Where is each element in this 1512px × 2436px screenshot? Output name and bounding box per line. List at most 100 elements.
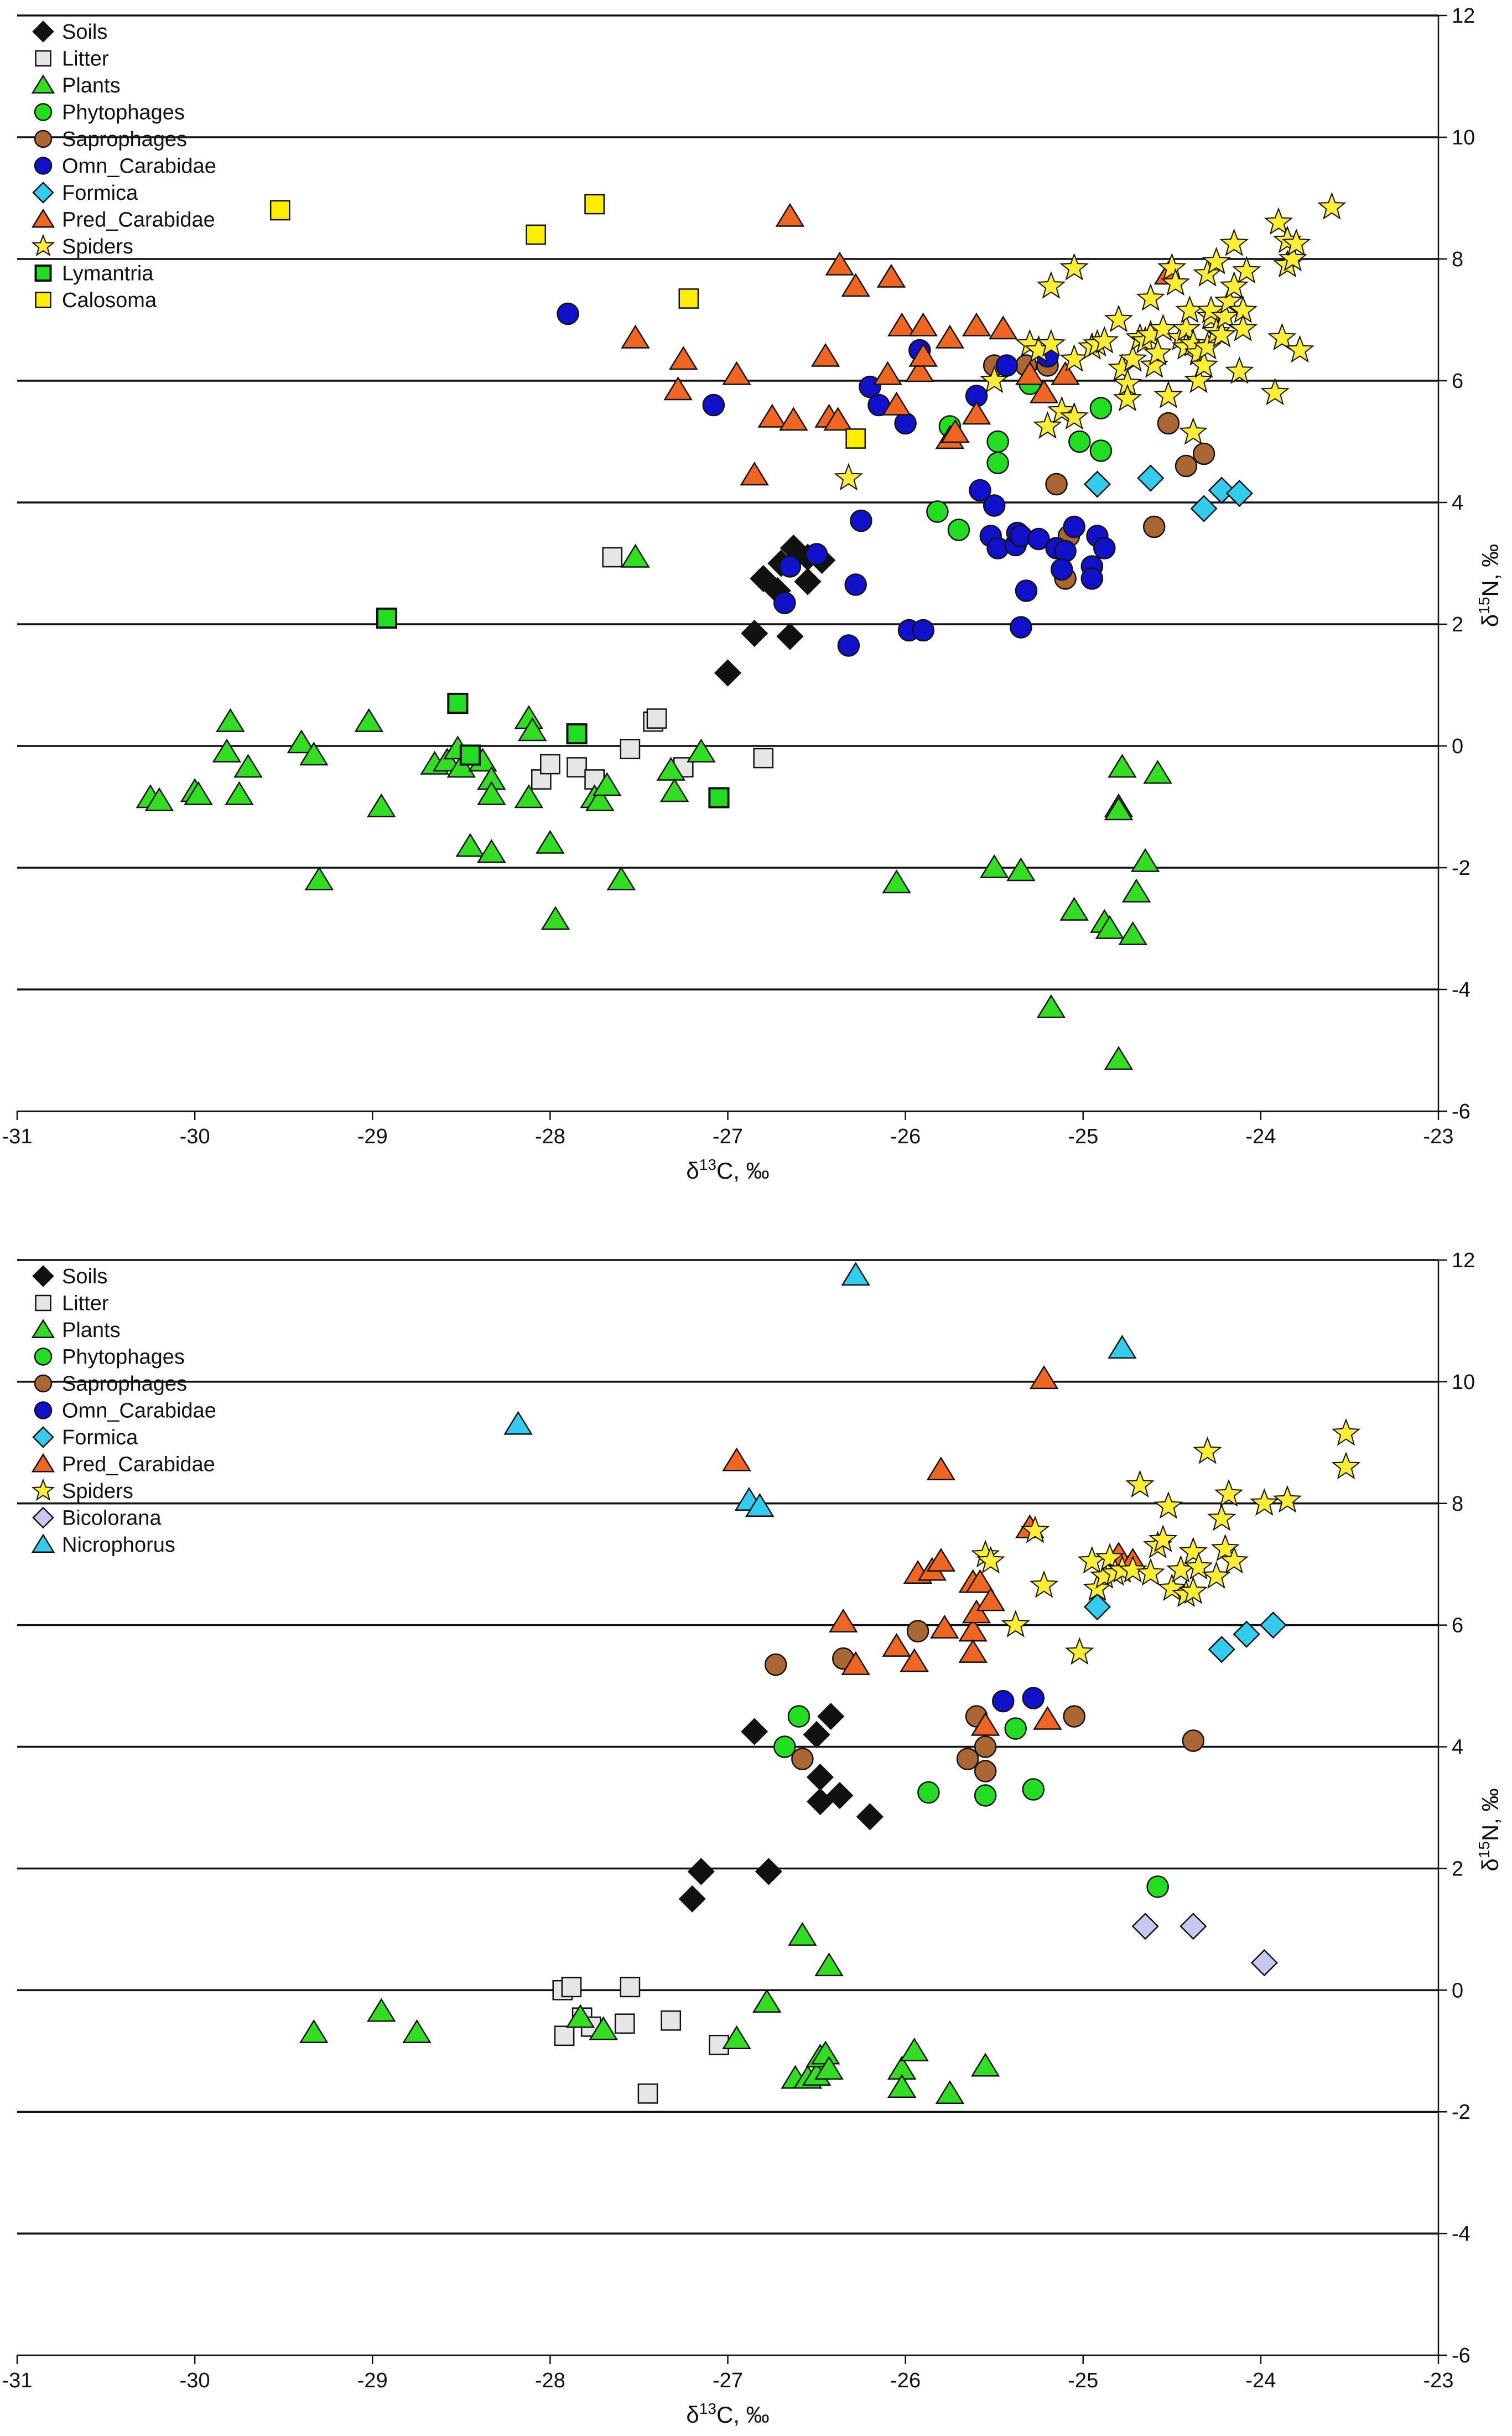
y-tick-label: -4 (1452, 2222, 1471, 2246)
data-point (1113, 383, 1142, 412)
data-point (592, 772, 622, 796)
data-point (1214, 1479, 1244, 1507)
data-point (585, 787, 615, 811)
data-point (722, 1447, 751, 1471)
data-point (882, 391, 911, 416)
data-point (1182, 1729, 1205, 1752)
data-point (225, 781, 254, 805)
data-point (376, 607, 398, 629)
chart-panel-bottom: -31 -30 -29 -28 -27 -26 -25 -24 -23 12 10 8 6 4 2 0 -2 -4… (2, 1249, 1503, 2428)
data-point (367, 793, 396, 817)
data-point (958, 1639, 988, 1663)
data-point (668, 346, 698, 370)
series-spiders (834, 191, 1347, 491)
data-point (1202, 246, 1231, 274)
y-tick-label: 12 (1452, 4, 1475, 28)
x-tick-label: -31 (2, 1125, 33, 1148)
legend-marker (31, 74, 55, 94)
data-point (1193, 1436, 1222, 1464)
data-point (620, 1977, 641, 1998)
data-point (817, 1703, 845, 1730)
data-point (1089, 439, 1113, 462)
data-point (1149, 1525, 1178, 1553)
data-point (1010, 616, 1032, 639)
data-point (663, 376, 693, 401)
data-point (614, 2013, 635, 2034)
data-point (962, 401, 991, 425)
series-formica (1083, 1593, 1287, 1663)
legend-marker (32, 1506, 54, 1529)
legend-label: Plants (62, 74, 121, 97)
data-point (477, 839, 506, 863)
legend-label: Spiders (62, 235, 133, 258)
series-lymantria (376, 607, 730, 808)
data-point (873, 361, 902, 385)
data-point (1036, 271, 1066, 299)
data-point (1281, 228, 1311, 256)
data-point (1192, 442, 1215, 465)
data-point (702, 393, 725, 417)
data-point (1093, 537, 1116, 559)
data-point (1272, 1485, 1302, 1513)
data-point (1225, 479, 1253, 507)
series-bicolorana (1131, 1912, 1278, 1977)
data-point (1184, 365, 1213, 393)
data-point (554, 2025, 575, 2046)
data-point (1059, 252, 1089, 281)
data-point (1259, 1611, 1287, 1639)
legend-marker (31, 1453, 55, 1473)
y-tick-label: -6 (1452, 2344, 1471, 2367)
data-point (941, 419, 970, 443)
data-point (1184, 1552, 1213, 1580)
data-point (656, 756, 686, 781)
data-point (1250, 1949, 1278, 1977)
legend-marker (34, 157, 53, 175)
series-formica (1083, 464, 1253, 522)
data-point (678, 1885, 706, 1912)
x-tick-label: -27 (713, 2369, 743, 2392)
data-point (1059, 344, 1089, 372)
x-axis-title: δ13C, ‰ (686, 1156, 769, 1184)
data-point (1157, 252, 1187, 281)
data-point (1015, 361, 1045, 385)
legend-label: Plants (62, 1319, 121, 1342)
data-point (917, 1781, 940, 1804)
x-tick-label: -30 (180, 2369, 210, 2392)
data-point (1065, 1637, 1094, 1665)
data-point (974, 1760, 997, 1782)
data-point (1054, 540, 1077, 563)
data-point (926, 1457, 956, 1481)
data-point (659, 778, 689, 802)
legend-marker (34, 265, 52, 282)
y-tick-label: 10 (1452, 126, 1475, 149)
y-tick-label: -6 (1452, 1100, 1471, 1123)
x-tick-label: -23 (1423, 2369, 1454, 2392)
data-point (606, 866, 636, 890)
data-point (1267, 323, 1297, 351)
data-point (144, 787, 174, 811)
data-point (906, 1620, 929, 1642)
data-point (1196, 295, 1226, 323)
data-point (722, 2025, 751, 2050)
legend-label: Saprophages (62, 128, 187, 151)
data-point (1118, 921, 1147, 945)
data-point (912, 619, 934, 642)
data-point (584, 194, 605, 215)
data-point (1136, 283, 1166, 311)
legend-marker (32, 182, 54, 204)
data-point (536, 830, 565, 854)
data-point (1068, 430, 1091, 453)
data-point (841, 273, 870, 297)
x-tick-label: -28 (535, 1125, 565, 1148)
data-point (1143, 760, 1172, 784)
y-axis-title: δ15N, ‰ (1475, 544, 1503, 627)
data-point (825, 251, 855, 276)
data-point (806, 1763, 834, 1791)
data-point (1095, 1543, 1125, 1571)
data-point (354, 708, 384, 732)
x-tick-label: -29 (357, 2369, 388, 2392)
data-point (287, 729, 316, 754)
data-point (1118, 344, 1147, 372)
data-point (856, 1803, 884, 1831)
data-point (541, 906, 570, 930)
